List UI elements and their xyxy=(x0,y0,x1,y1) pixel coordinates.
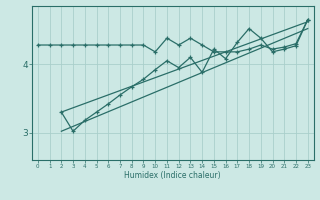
X-axis label: Humidex (Indice chaleur): Humidex (Indice chaleur) xyxy=(124,171,221,180)
